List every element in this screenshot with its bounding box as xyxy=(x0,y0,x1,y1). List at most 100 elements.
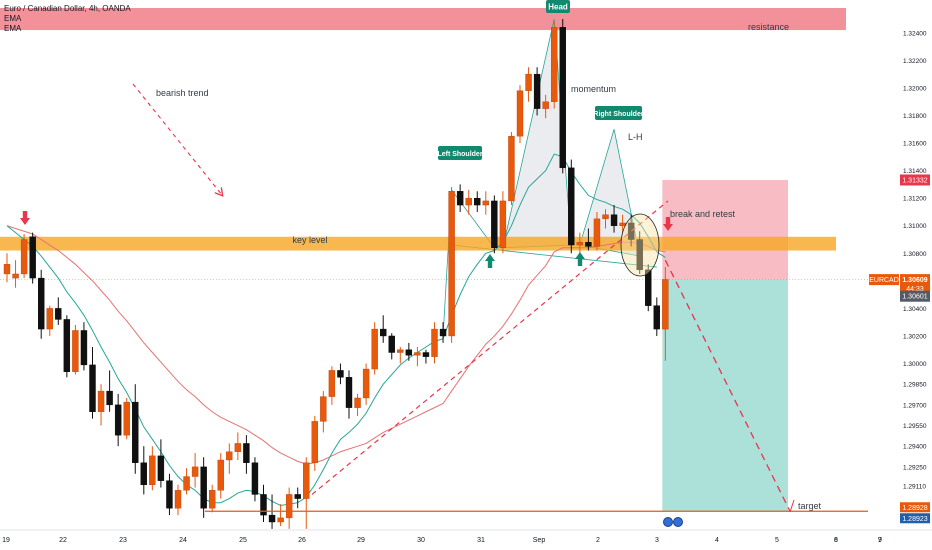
ema-slow-line xyxy=(6,225,666,465)
resistance-zone xyxy=(0,8,846,31)
candle-body xyxy=(63,319,71,372)
symbol-title[interactable]: Euro / Canadian Dollar, 4h, OANDA xyxy=(4,4,131,13)
event-icon[interactable] xyxy=(673,517,683,527)
candle-body xyxy=(320,396,327,422)
candle-body xyxy=(191,466,199,477)
momentum-text: momentum xyxy=(571,84,616,94)
time-tick-label: 25 xyxy=(239,537,247,544)
price-tick-label: 1.32000 xyxy=(903,85,927,92)
time-tick-label: 23 xyxy=(119,537,127,544)
candle-body xyxy=(251,462,259,495)
candle-body xyxy=(636,239,643,271)
candle-body xyxy=(166,480,173,509)
svg-text:EURCAD: EURCAD xyxy=(869,277,899,284)
candle-body xyxy=(491,200,498,248)
ema-indicator-label[interactable]: EMA xyxy=(4,14,22,23)
price-tick-label: 1.29400 xyxy=(903,444,927,451)
candle-body xyxy=(260,494,267,516)
candle-body xyxy=(653,305,660,330)
target-pointer xyxy=(789,499,795,513)
candle-body xyxy=(106,390,113,406)
event-icon[interactable] xyxy=(663,517,673,527)
candle-body xyxy=(208,490,216,509)
price-tick-label: 1.31400 xyxy=(903,168,927,175)
ema-indicator-label[interactable]: EMA xyxy=(4,24,22,33)
candle-body xyxy=(508,135,515,202)
candle-body xyxy=(482,200,489,206)
projected-path-line xyxy=(664,259,791,512)
time-tick-label: 24 xyxy=(179,537,187,544)
candle-body xyxy=(474,197,481,206)
take-profit-zone xyxy=(662,279,788,512)
green-up-arrow-icon xyxy=(485,254,495,268)
candle-body xyxy=(516,90,524,137)
candles-group xyxy=(3,19,669,529)
candle-body xyxy=(311,421,318,463)
time-tick-label: 2 xyxy=(596,537,600,544)
time-axis-bg xyxy=(0,530,932,550)
time-tick-label: 9 xyxy=(878,537,882,544)
candle-body xyxy=(89,364,96,412)
svg-text:1.31332: 1.31332 xyxy=(902,177,927,184)
price-tick-label: 1.32200 xyxy=(903,58,927,65)
candle-body xyxy=(439,328,447,337)
time-tick-label: 22 xyxy=(59,537,67,544)
candle-body xyxy=(585,242,592,247)
price-tick-label: 1.30200 xyxy=(903,333,927,340)
price-tick-label: 1.31200 xyxy=(903,196,927,203)
price-tick-label: 1.29550 xyxy=(903,423,927,430)
price-tick-label: 1.30000 xyxy=(903,361,927,368)
candle-body xyxy=(226,451,233,461)
price-tick-label: 1.31000 xyxy=(903,223,927,230)
candle-body xyxy=(499,200,507,248)
time-tick-label: 3 xyxy=(655,537,659,544)
resistance-text: resistance xyxy=(748,22,789,32)
candle-body xyxy=(303,462,310,499)
time-tick-label: 30 xyxy=(417,537,425,544)
price-tick-label: 1.30400 xyxy=(903,306,927,313)
time-tick-label: 19 xyxy=(2,537,10,544)
candle-body xyxy=(610,214,618,226)
candle-body xyxy=(114,404,122,436)
bid-price-tag: 1.30601 xyxy=(900,290,930,302)
candle-body xyxy=(337,370,344,378)
time-tick-label: 26 xyxy=(298,537,306,544)
candle-body xyxy=(414,352,421,356)
candle-body xyxy=(645,269,652,306)
svg-text:1.28923: 1.28923 xyxy=(902,516,927,523)
time-axis[interactable]: 19 22 23 24 25 26 29 30 31 Sep 2 3 4 5 6 78 9 xyxy=(0,529,932,550)
chart-legend: Euro / Canadian Dollar, 4h, OANDA EMA EM… xyxy=(4,4,131,34)
candle-body xyxy=(183,476,190,491)
candle-body xyxy=(593,218,601,247)
candle-body xyxy=(294,494,301,499)
red-down-arrow-icon xyxy=(663,217,673,231)
candle-body xyxy=(465,197,472,206)
candle-body xyxy=(38,277,45,330)
candle-body xyxy=(97,390,105,412)
lower-high-text: L-H xyxy=(628,132,643,142)
svg-text:44:33: 44:33 xyxy=(906,286,924,293)
left-shoulder-label: Left Shoulder xyxy=(437,146,483,160)
candle-body xyxy=(243,443,250,463)
time-tick-label: 4 xyxy=(715,537,719,544)
svg-text:Head: Head xyxy=(548,3,568,12)
candle-body xyxy=(132,401,139,463)
price-tick-label: 1.29850 xyxy=(903,382,927,389)
candle-body xyxy=(123,401,130,436)
price-tick-label: 1.31800 xyxy=(903,113,927,120)
candle-body xyxy=(627,222,635,240)
candle-body xyxy=(140,462,148,485)
candle-body xyxy=(448,191,455,337)
candle-body xyxy=(525,73,532,91)
bearish-trend-arrow xyxy=(132,83,222,195)
right-shoulder-label: Right Shoulder xyxy=(593,106,644,120)
candle-body xyxy=(542,101,549,109)
time-tick-label: 31 xyxy=(477,537,485,544)
svg-text:1.30601: 1.30601 xyxy=(902,294,927,301)
candle-body xyxy=(328,370,336,397)
candle-body xyxy=(157,455,165,481)
candle-body xyxy=(551,27,558,102)
current-price-tag: EURCAD 1.30609 44:33 xyxy=(869,274,930,296)
candle-body xyxy=(46,308,53,330)
